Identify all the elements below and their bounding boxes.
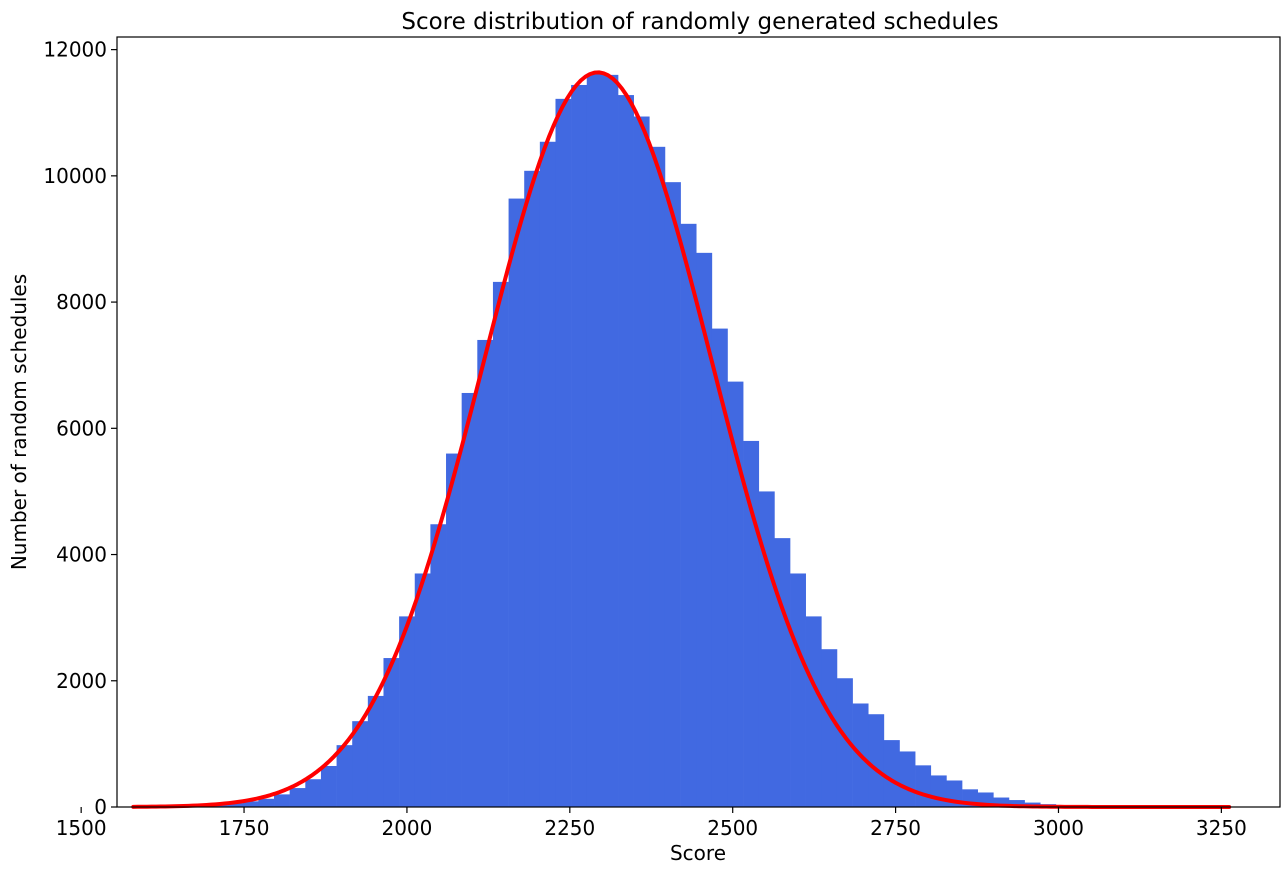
- chart-title: Score distribution of randomly generated…: [401, 9, 998, 35]
- histogram-bar: [477, 339, 494, 807]
- histogram-bar: [649, 146, 666, 807]
- histogram-bar: [571, 84, 588, 808]
- x-tick-label: 3000: [1033, 816, 1084, 840]
- histogram-bar: [805, 616, 822, 807]
- histogram-bar: [383, 658, 400, 807]
- histogram-bar: [618, 95, 634, 807]
- histogram-bar: [711, 328, 728, 807]
- histogram-bar: [868, 714, 885, 807]
- histogram-bar: [821, 649, 838, 807]
- histogram-bar: [508, 198, 525, 807]
- x-tick-label: 3250: [1196, 816, 1247, 840]
- x-tick-label: 2250: [544, 816, 595, 840]
- histogram-bar: [242, 801, 259, 807]
- plot-frame: [116, 36, 1281, 808]
- histogram-bars: [133, 73, 1244, 808]
- histogram-bar: [430, 524, 447, 807]
- histogram-bar: [836, 678, 853, 807]
- histogram-bar: [461, 392, 478, 807]
- histogram-bar: [727, 381, 744, 807]
- y-tick-label: 2000: [56, 669, 107, 693]
- histogram-bar: [274, 794, 290, 807]
- histogram-bar: [320, 765, 337, 807]
- histogram-bar: [664, 182, 681, 807]
- histogram-bar: [743, 440, 760, 807]
- x-tick-label: 1750: [219, 816, 270, 840]
- histogram-bar: [524, 170, 541, 808]
- x-tick-label: 1500: [56, 816, 107, 840]
- histogram-bar: [993, 797, 1010, 807]
- histogram-bar: [492, 281, 509, 807]
- histogram-bar: [367, 695, 384, 807]
- histogram-bar: [774, 538, 791, 807]
- x-axis-ticks: 1500 1750 2000 2250 2500 2750 3000 3250: [56, 807, 1247, 840]
- histogram-bar: [680, 223, 697, 807]
- x-tick-label: 2000: [381, 816, 432, 840]
- x-tick-label: 2750: [870, 816, 921, 840]
- x-tick-label: 2500: [707, 816, 758, 840]
- y-tick-label: 0: [94, 795, 107, 819]
- histogram-bar: [899, 751, 916, 807]
- histogram-bar: [336, 745, 353, 807]
- histogram-bar: [555, 98, 572, 808]
- histogram-bar: [414, 573, 431, 807]
- y-tick-label: 6000: [56, 416, 107, 440]
- y-tick-label: 8000: [56, 290, 107, 314]
- histogram-bar: [602, 74, 619, 808]
- histogram-bar: [305, 779, 322, 807]
- histogram-bar: [930, 775, 947, 807]
- histogram-bar: [539, 141, 556, 807]
- y-tick-label: 4000: [56, 543, 107, 567]
- histogram-bar: [289, 788, 306, 807]
- histogram-bar: [915, 765, 932, 807]
- y-tick-label: 10000: [43, 164, 107, 188]
- histogram-bar: [696, 252, 713, 808]
- histogram-bar: [446, 453, 462, 807]
- histogram-bar: [790, 573, 806, 807]
- histogram-bar: [1008, 800, 1025, 807]
- histogram-bar: [258, 798, 275, 807]
- histogram-bar: [352, 721, 369, 807]
- y-axis-label: Number of random schedules: [7, 274, 31, 570]
- histogram-bar: [227, 803, 244, 807]
- y-axis-ticks: 0 2000 4000 6000 8000 10000 12000: [43, 38, 117, 819]
- histogram-bar: [633, 116, 650, 807]
- histogram-bar: [883, 740, 900, 807]
- y-tick-label: 12000: [43, 38, 107, 62]
- histogram-bar: [399, 616, 416, 807]
- histogram-bar: [586, 73, 603, 808]
- x-axis-label: Score: [670, 841, 726, 865]
